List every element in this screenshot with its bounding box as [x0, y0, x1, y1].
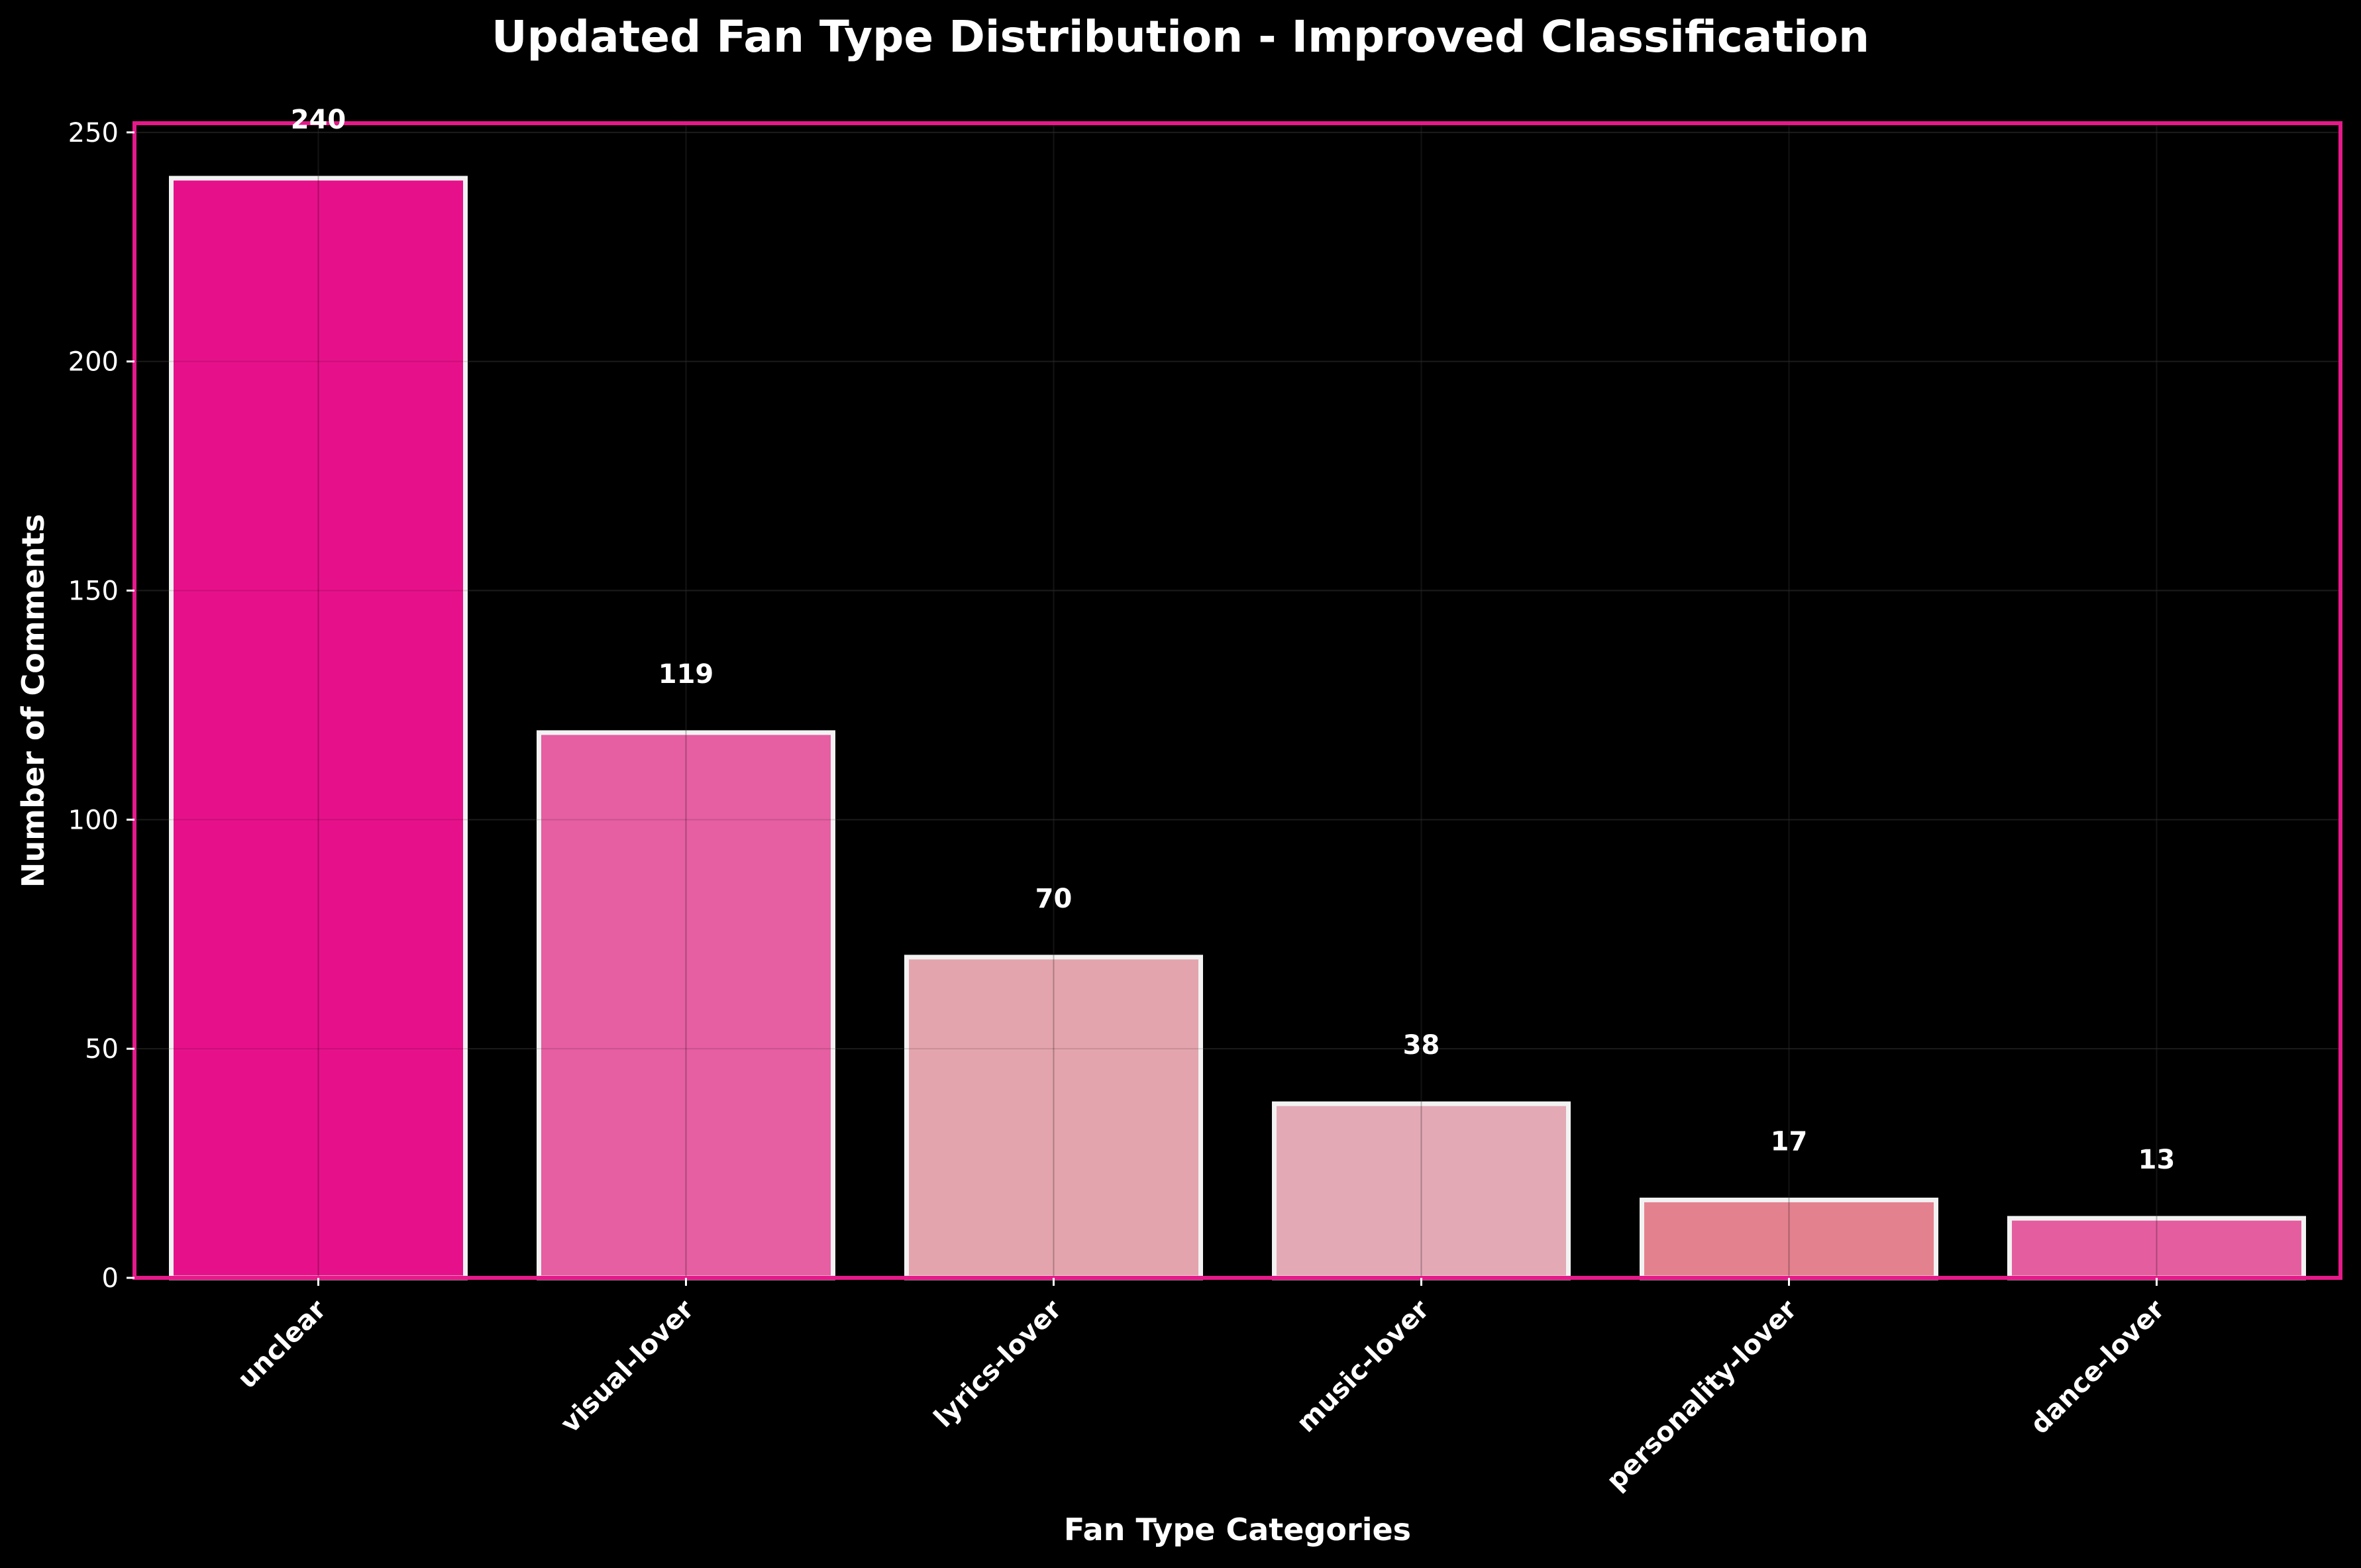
plot-area-border [132, 121, 2342, 1280]
y-tick-label: 50 [85, 1034, 119, 1065]
y-tick-label: 150 [68, 576, 119, 607]
y-tick-label: 0 [102, 1263, 119, 1294]
data-label: 240 [291, 105, 346, 135]
y-axis-ticks: 0 50 100 150 200 250 [68, 118, 134, 1294]
data-label: 38 [1403, 1030, 1440, 1061]
data-label: 13 [2138, 1145, 2176, 1175]
bar-music-lover [1272, 1101, 1571, 1281]
data-labels: 240 119 70 38 17 13 [291, 105, 2176, 1175]
grid [134, 123, 2340, 1279]
data-label: 17 [1771, 1126, 1808, 1157]
bar-lyrics-lover [904, 955, 1203, 1281]
bars [169, 176, 2306, 1281]
data-label: 70 [1035, 884, 1073, 914]
chart-title: Updated Fan Type Distribution - Improved… [492, 11, 1869, 62]
bar-unclear [169, 176, 468, 1281]
bar-visual-lover [537, 730, 835, 1281]
y-tick-label: 100 [68, 805, 119, 835]
data-label: 119 [658, 659, 714, 690]
x-axis-label: Fan Type Categories [1064, 1512, 1411, 1547]
y-axis-label: Number of Comments [15, 514, 51, 888]
y-tick-label: 200 [68, 347, 119, 378]
y-tick-label: 250 [68, 118, 119, 148]
